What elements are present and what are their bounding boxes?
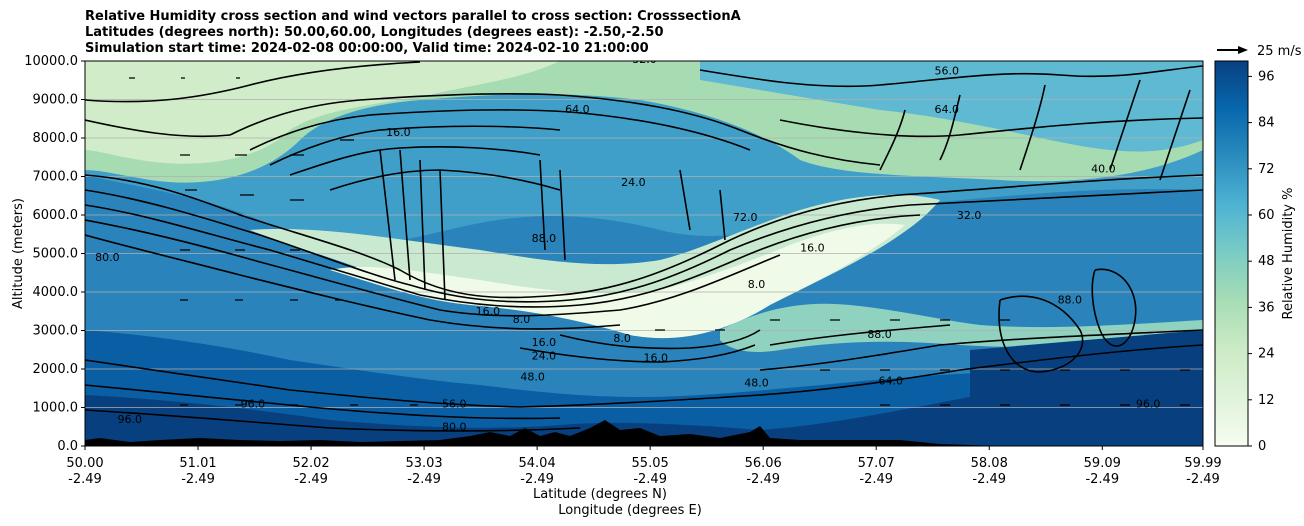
contour-label: 88.0 xyxy=(532,232,557,245)
contour-label: 24.0 xyxy=(532,349,557,362)
y-tick-label: 4000.0 xyxy=(33,285,79,300)
colorbar-tick-label: 84 xyxy=(1258,116,1275,131)
colorbar-tick-label: 72 xyxy=(1258,162,1275,177)
x-tick-label-lat: 58.08 xyxy=(971,456,1008,471)
contour-label: 32.0 xyxy=(957,209,982,222)
x-tick-label-lat: 57.07 xyxy=(858,456,895,471)
y-tick-label: 1000.0 xyxy=(33,401,79,416)
x-tick-label-lat: 59.09 xyxy=(1084,456,1121,471)
y-tick-label: 9000.0 xyxy=(33,93,79,108)
contour-label: 48.0 xyxy=(520,371,545,384)
y-tick-label: 5000.0 xyxy=(33,247,79,262)
chart-title-line-1: Relative Humidity cross section and wind… xyxy=(85,9,741,24)
y-tick-label: 3000.0 xyxy=(33,324,79,339)
colorbar-tick-label: 12 xyxy=(1258,393,1275,408)
plot-area xyxy=(85,61,1203,446)
x-tick-label-lon: -2.49 xyxy=(294,472,328,487)
contour-label: 8.0 xyxy=(513,313,531,326)
y-gridlines xyxy=(85,99,1203,408)
quiver-key-label: 25 m/s xyxy=(1257,44,1302,59)
x-tick-label-lon: -2.49 xyxy=(1186,472,1220,487)
x-tick-label-lon: -2.49 xyxy=(972,472,1006,487)
contour-label: 88.0 xyxy=(1058,294,1083,307)
x-tick-label-lon: -2.49 xyxy=(181,472,215,487)
y-tick-label: 10000.0 xyxy=(24,54,78,69)
x-tick-label-lat: 51.01 xyxy=(179,456,216,471)
y-tick-label: 6000.0 xyxy=(33,208,79,223)
x-tick-label-lat: 59.99 xyxy=(1184,456,1221,471)
contour-label: 8.0 xyxy=(748,278,766,291)
contour-label: 64.0 xyxy=(934,103,959,116)
x-tick-label-lat: 52.02 xyxy=(292,456,329,471)
contour-label: 16.0 xyxy=(532,336,557,349)
x-tick-label-lat: 53.03 xyxy=(405,456,442,471)
contour-label: 16.0 xyxy=(476,305,501,318)
x-tick-label-lat: 56.06 xyxy=(745,456,782,471)
x-tick-label-lat: 55.05 xyxy=(632,456,669,471)
contour-label: 96.0 xyxy=(241,398,266,411)
contour-label: 24.0 xyxy=(621,176,646,189)
contour-label: 64.0 xyxy=(565,103,590,116)
y-axis-label: Altitude (meters) xyxy=(11,198,26,309)
contour-label: 96.0 xyxy=(1136,398,1161,411)
contour-label: 56.0 xyxy=(934,64,959,77)
quiver-key: 25 m/s xyxy=(1217,44,1302,59)
x-tick-label-lon: -2.49 xyxy=(633,472,667,487)
contour-label: 16.0 xyxy=(800,242,825,255)
contour-label: 16.0 xyxy=(644,351,669,364)
colorbar-tick-label: 96 xyxy=(1258,69,1275,84)
x-tick-label-lon: -2.49 xyxy=(1085,472,1119,487)
y-tick-label: 7000.0 xyxy=(33,170,79,185)
x-tick-label-lon: -2.49 xyxy=(746,472,780,487)
x-axis-label-latitude: Latitude (degrees N) xyxy=(533,487,667,502)
colorbar-tick-label: 0 xyxy=(1258,439,1266,454)
x-axis-label-longitude: Longitude (degrees E) xyxy=(558,503,702,518)
contour-label: 56.0 xyxy=(442,398,467,411)
x-tick-label-lat: 50.00 xyxy=(66,456,103,471)
colorbar-tick-label: 24 xyxy=(1258,347,1275,362)
dry-wedge-core xyxy=(330,223,905,339)
wind-vectors xyxy=(129,77,1190,406)
contour-label: 64.0 xyxy=(879,374,904,387)
contour-label: 16.0 xyxy=(386,126,411,139)
contour-label: 48.0 xyxy=(744,376,769,389)
contour-label: 96.0 xyxy=(118,413,143,426)
x-tick-label-lon: -2.49 xyxy=(520,472,554,487)
contour-label: 88.0 xyxy=(867,328,892,341)
y-tick-label: 2000.0 xyxy=(33,362,79,377)
colorbar-tick-label: 36 xyxy=(1258,300,1275,315)
colorbar-tick-label: 60 xyxy=(1258,208,1275,223)
colorbar-ticks: 0 12 24 36 48 60 72 84 96 xyxy=(1248,69,1275,454)
contour-label: 32.0 xyxy=(632,53,657,66)
colorbar: 0 12 24 36 48 60 72 84 96 Relative Humidity % xyxy=(1214,60,1296,454)
contour-labels: 16.0 32.0 56.0 64.0 64.0 40.0 24.0 72.0 16.0 88.0… xyxy=(95,53,1161,434)
x-tick-label-lat: 54.04 xyxy=(519,456,556,471)
humidity-top-right-teal xyxy=(700,61,1203,152)
y-tick-label: 8000.0 xyxy=(33,131,79,146)
contour-label: 8.0 xyxy=(613,332,631,345)
contour-label: 40.0 xyxy=(1091,163,1116,176)
humidity-right-dark-block xyxy=(970,330,1203,446)
y-tick-label: 0.0 xyxy=(57,439,78,454)
x-tick-label-lon: -2.49 xyxy=(68,472,102,487)
colorbar-tick-label: 48 xyxy=(1258,254,1275,269)
chart-title-line-3: Simulation start time: 2024-02-08 00:00:… xyxy=(85,41,649,56)
humidity-surface-darkest xyxy=(85,365,1203,446)
contour-label: 72.0 xyxy=(733,211,758,224)
rh-contours xyxy=(85,61,1203,432)
x-tick-label-lon: -2.49 xyxy=(407,472,441,487)
colorbar-label: Relative Humidity % xyxy=(1281,188,1296,320)
terrain-profile xyxy=(85,420,1000,446)
y-axis-ticks: 0.0 1000.0 2000.0 3000.0 4000.0 5000.0 6000.0 7… xyxy=(24,54,85,454)
x-tick-label-lon: -2.49 xyxy=(859,472,893,487)
arrow-icon xyxy=(1238,46,1248,54)
contour-label: 80.0 xyxy=(442,421,467,434)
contour-label: 80.0 xyxy=(95,251,120,264)
x-axis-ticks: 50.00-2.4951.01-2.4952.02-2.4953.03-2.49… xyxy=(66,446,1222,487)
chart-title-line-2: Latitudes (degrees north): 50.00,60.00, … xyxy=(85,25,664,40)
colorbar-gradient xyxy=(1214,60,1249,447)
